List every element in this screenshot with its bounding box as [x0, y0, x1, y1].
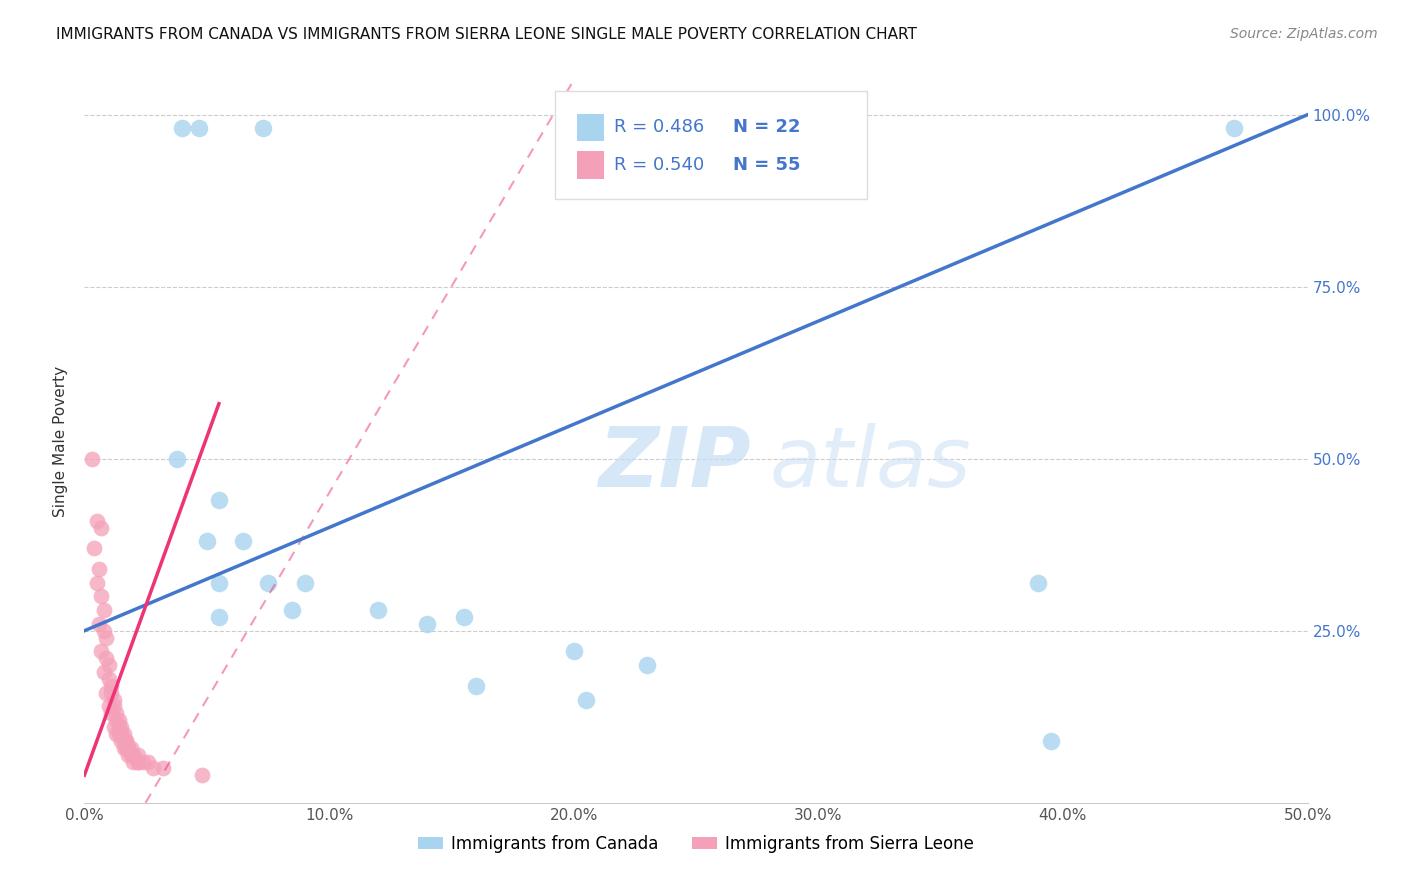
Point [97, 699, 120, 714]
Point [103, 699, 125, 714]
Point [107, 720, 129, 734]
Point [127, 755, 149, 769]
Point [122, 747, 145, 762]
Point [252, 121, 274, 136]
Point [96, 686, 118, 700]
Point [90, 520, 112, 534]
Point [281, 603, 304, 617]
Point [110, 720, 132, 734]
Point [136, 755, 159, 769]
Y-axis label: Single Male Poverty: Single Male Poverty [53, 366, 69, 517]
Point [191, 768, 214, 782]
Point [208, 610, 231, 624]
Point [636, 658, 658, 673]
Point [115, 734, 138, 748]
Point [112, 740, 135, 755]
Point [110, 734, 132, 748]
Point [100, 686, 122, 700]
Text: R = 0.486: R = 0.486 [614, 119, 704, 136]
Point [367, 603, 389, 617]
Point [100, 706, 122, 721]
FancyBboxPatch shape [555, 91, 868, 200]
Point [142, 761, 165, 775]
Legend: Immigrants from Canada, Immigrants from Sierra Leone: Immigrants from Canada, Immigrants from … [411, 828, 981, 860]
Point [120, 747, 142, 762]
Point [575, 692, 598, 706]
Point [96, 651, 118, 665]
Point [93, 603, 115, 617]
Point [107, 713, 129, 727]
Point [166, 451, 188, 466]
Point [464, 679, 486, 693]
Point [1028, 575, 1050, 590]
Text: ZIP: ZIP [598, 423, 751, 504]
Point [87, 616, 110, 631]
Text: R = 0.540: R = 0.540 [614, 156, 704, 174]
Point [103, 720, 125, 734]
Point [97, 658, 120, 673]
Point [110, 727, 132, 741]
Point [257, 575, 280, 590]
Point [83, 541, 105, 556]
Point [208, 575, 231, 590]
Point [86, 514, 108, 528]
Point [96, 631, 118, 645]
Point [87, 562, 110, 576]
Point [127, 755, 149, 769]
Point [132, 755, 155, 769]
Point [80, 451, 103, 466]
Point [127, 747, 149, 762]
Point [90, 590, 112, 604]
Point [103, 692, 125, 706]
FancyBboxPatch shape [578, 113, 605, 141]
Point [105, 706, 128, 721]
Point [97, 672, 120, 686]
Point [93, 665, 115, 679]
Point [1223, 121, 1246, 136]
Point [93, 624, 115, 638]
Point [90, 644, 112, 658]
Point [152, 761, 174, 775]
Text: IMMIGRANTS FROM CANADA VS IMMIGRANTS FROM SIERRA LEONE SINGLE MALE POVERTY CORRE: IMMIGRANTS FROM CANADA VS IMMIGRANTS FRO… [56, 27, 917, 42]
Point [120, 740, 142, 755]
Point [117, 747, 139, 762]
Point [117, 740, 139, 755]
Text: Source: ZipAtlas.com: Source: ZipAtlas.com [1230, 27, 1378, 41]
Point [416, 616, 439, 631]
Point [208, 493, 231, 508]
FancyBboxPatch shape [578, 151, 605, 178]
Point [122, 755, 145, 769]
Point [112, 727, 135, 741]
Point [115, 740, 138, 755]
Point [562, 644, 585, 658]
Point [453, 610, 475, 624]
Text: N = 22: N = 22 [733, 119, 800, 136]
Point [1039, 734, 1062, 748]
Point [86, 575, 108, 590]
Point [100, 679, 122, 693]
Point [122, 747, 145, 762]
Point [107, 727, 129, 741]
Text: atlas: atlas [769, 423, 972, 504]
Point [115, 734, 138, 748]
Point [294, 575, 316, 590]
Point [232, 534, 254, 549]
Point [117, 740, 139, 755]
Text: N = 55: N = 55 [733, 156, 800, 174]
Point [195, 534, 218, 549]
Point [105, 727, 128, 741]
Point [188, 121, 211, 136]
Point [172, 121, 194, 136]
Point [112, 734, 135, 748]
Point [105, 713, 128, 727]
